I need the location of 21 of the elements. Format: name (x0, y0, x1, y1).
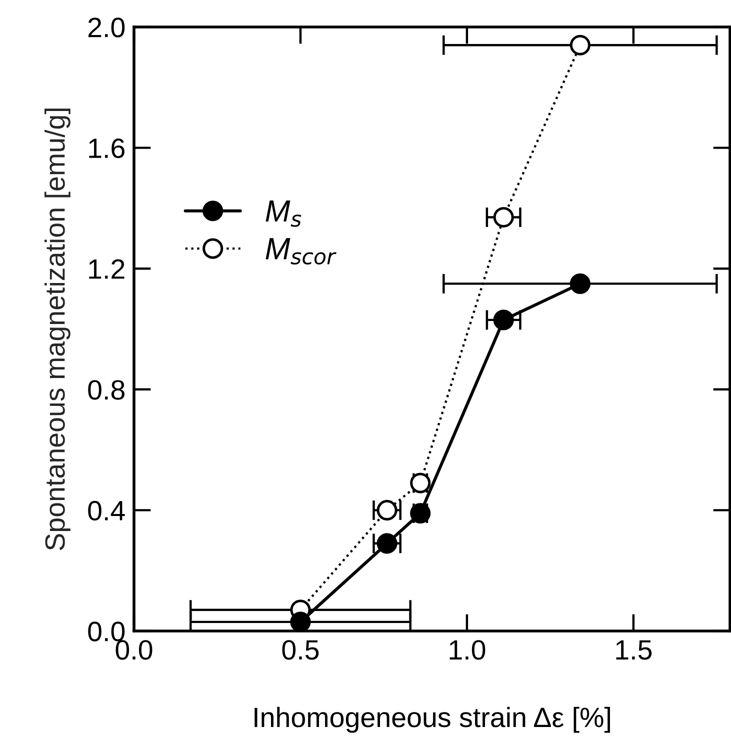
y-tick-label: 0.0 (88, 622, 125, 642)
legend-label: M$_{scor}$ (266, 238, 336, 265)
point (570, 273, 590, 294)
point (570, 34, 590, 56)
y-tick-label: 2.0 (88, 18, 125, 38)
point (493, 206, 514, 228)
y-tick-label: 0.8 (88, 380, 124, 400)
x-tick-label: 1.5 (616, 640, 652, 660)
point (493, 310, 514, 330)
y-tick-label: 1.6 (89, 138, 124, 158)
x-tick-label: 0.0 (116, 640, 152, 660)
x-axis-title: Inhomogeneous strain Δε [%] (254, 706, 610, 733)
point (376, 533, 398, 554)
legend-label: M$_{s}$ (266, 200, 302, 227)
x-tick-label: 1.0 (450, 640, 486, 660)
x-tick-label: 0.5 (282, 640, 319, 660)
y-tick-label: 1.2 (89, 259, 124, 279)
point (376, 500, 398, 520)
y-tick-label: 0.4 (88, 500, 125, 521)
point (290, 612, 311, 631)
y-axis-title: Spontaneous magnetization [emu/g] (44, 108, 70, 550)
